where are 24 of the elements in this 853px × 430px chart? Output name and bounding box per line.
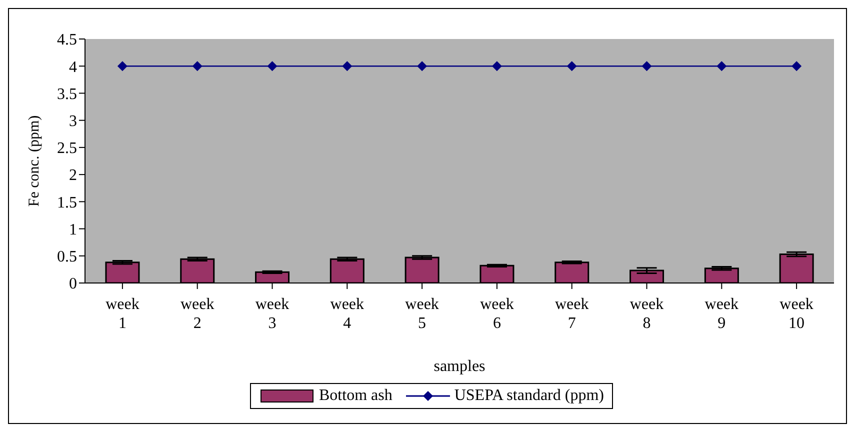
x-tick-label: week 2 xyxy=(180,296,214,332)
y-tick-label: 2.5 xyxy=(57,140,77,158)
x-tick-label: week 4 xyxy=(330,296,364,332)
x-tick-label: week 10 xyxy=(780,296,814,332)
x-tick-label: week 6 xyxy=(480,296,514,332)
x-tick-label: week 1 xyxy=(106,296,140,332)
y-tick-label: 4 xyxy=(69,58,77,76)
x-axis-title: samples xyxy=(434,358,486,375)
y-tick-label: 1.5 xyxy=(57,194,77,212)
x-tick-label: week 5 xyxy=(405,296,439,332)
legend-label: Bottom ash xyxy=(318,387,392,405)
x-tick-label: week 9 xyxy=(704,296,739,332)
x-tick-label: week 3 xyxy=(255,296,290,332)
x-tick-label: week 7 xyxy=(554,296,589,332)
y-axis-title: Fe conc. (ppm) xyxy=(26,115,42,207)
legend-label: USEPA standard (ppm) xyxy=(453,387,604,405)
y-tick-label: 0 xyxy=(69,276,77,293)
y-tick-label: 3 xyxy=(69,113,77,130)
x-tick-label: week 8 xyxy=(630,296,664,332)
y-tick-label: 4.5 xyxy=(57,32,77,49)
y-tick-label: 2 xyxy=(69,167,77,184)
y-tick-label: 1 xyxy=(69,221,77,238)
y-tick-label: 3.5 xyxy=(57,86,77,103)
y-tick-label: 0.5 xyxy=(57,248,77,266)
